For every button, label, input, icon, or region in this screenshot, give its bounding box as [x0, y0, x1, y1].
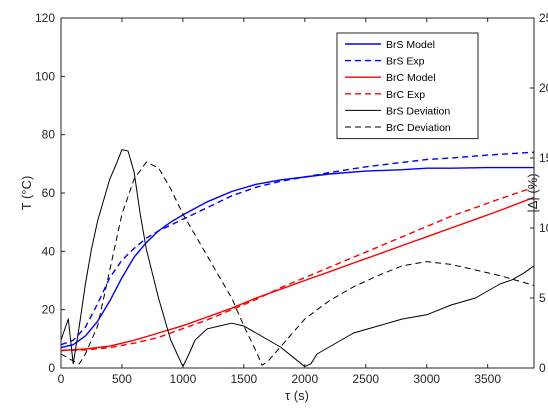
legend-box: [336, 32, 479, 140]
series-line-brc-model: [60, 196, 535, 352]
y-right-tick-label-3: 15: [539, 151, 548, 165]
series-line-brc-deviation: [60, 161, 535, 366]
series-line-brs-model: [60, 166, 534, 349]
y-left-tick-label-2: 40: [42, 244, 56, 258]
y-axis-right-label: |Δ| (%): [525, 173, 540, 212]
legend-label-brs-exp: BrS Exp: [386, 56, 425, 68]
x-tick-label-0: 0: [58, 372, 65, 386]
legend-label-brc-model: BrC Model: [386, 72, 436, 84]
x-tick-label-2: 1000: [170, 372, 197, 386]
x-tick-label-4: 2000: [291, 372, 318, 386]
legend-label-brs-model: BrS Model: [386, 39, 435, 51]
y-left-tick-label-4: 80: [42, 128, 56, 142]
y-left-tick-label-3: 60: [42, 186, 56, 200]
y-right-tick-label-4: 20: [539, 81, 548, 95]
legend-label-brs-deviation: BrS Deviation: [386, 105, 450, 117]
y-right-tick-label-0: 0: [539, 361, 546, 375]
y-left-tick-label-1: 20: [42, 303, 56, 317]
x-tick-label-6: 3000: [413, 372, 440, 386]
y-left-tick-label-5: 100: [35, 69, 55, 83]
y-right-tick-label-5: 25: [539, 11, 548, 25]
legend-label-brc-exp: BrC Exp: [386, 89, 425, 101]
x-tick-label-7: 3500: [474, 372, 501, 386]
series-line-brc-exp: [60, 186, 535, 352]
y-left-tick-label-6: 120: [35, 11, 55, 25]
y-left-tick-label-0: 0: [48, 361, 55, 375]
axis-layer: 0 500 1000 1500 2000 2500 3000 3500020406080100…: [35, 11, 548, 386]
y-right-tick-label-1: 5: [539, 291, 546, 305]
legend-label-brc-deviation: BrC Deviation: [386, 122, 451, 134]
series-layer: [60, 149, 535, 368]
legend: BrS Model BrS Exp BrC Model BrC Exp BrS Devi…: [336, 32, 479, 140]
series-line-brs-deviation: [60, 149, 535, 368]
y-right-tick-label-2: 10: [539, 221, 548, 235]
y-axis-left-label: T (°C): [19, 176, 34, 211]
x-tick-label-3: 1500: [231, 372, 258, 386]
x-tick-label-5: 2500: [352, 372, 379, 386]
x-axis-label: τ (s): [285, 388, 309, 403]
x-tick-label-1: 500: [112, 372, 132, 386]
